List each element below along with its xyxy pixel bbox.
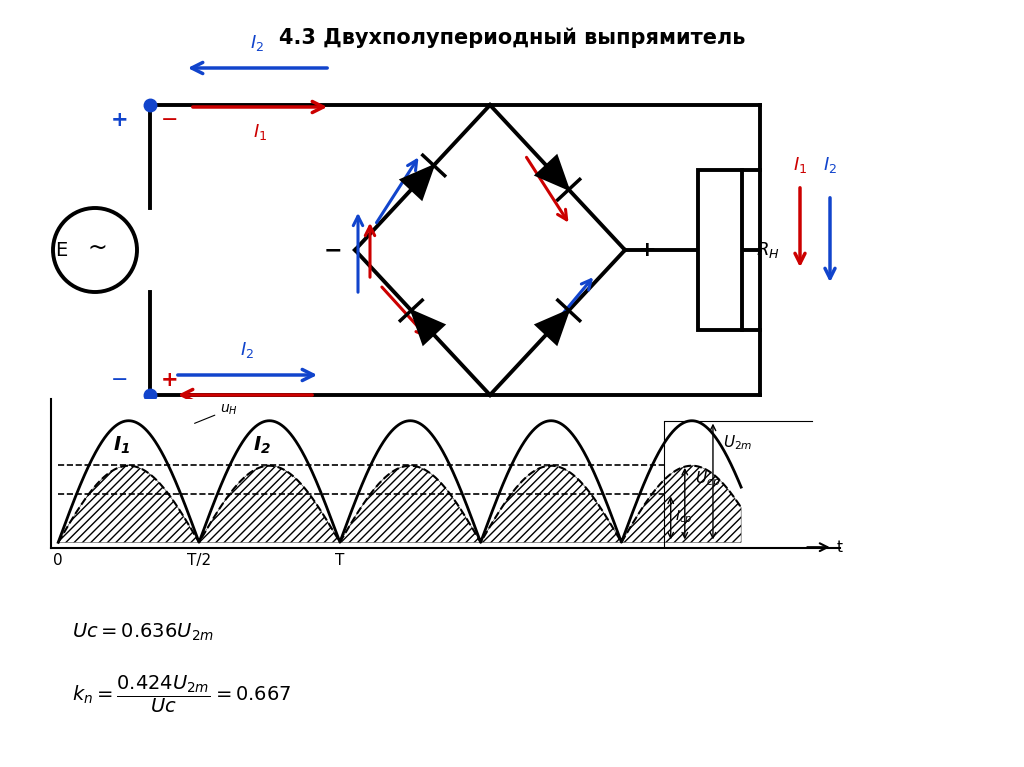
- Text: $I_1$: $I_1$: [793, 155, 807, 175]
- Text: $Uc = 0.636U_{2m}$: $Uc = 0.636U_{2m}$: [72, 622, 213, 644]
- Text: $U_{2m}$: $U_{2m}$: [723, 433, 753, 453]
- Text: $I_2$: $I_2$: [240, 340, 254, 360]
- Text: 4.3 Двухполупериодный выпрямитель: 4.3 Двухполупериодный выпрямитель: [279, 28, 745, 48]
- Polygon shape: [536, 156, 568, 189]
- Text: $I_1$: $I_1$: [238, 410, 252, 430]
- FancyBboxPatch shape: [698, 170, 742, 330]
- Text: +: +: [638, 240, 656, 260]
- Text: $R_H$: $R_H$: [756, 240, 779, 260]
- Text: $U_{cp}$: $U_{cp}$: [694, 469, 720, 489]
- Text: E: E: [54, 241, 67, 259]
- Text: +: +: [112, 110, 129, 130]
- Text: −: −: [324, 240, 342, 260]
- Polygon shape: [536, 311, 568, 344]
- Text: $u_H$: $u_H$: [195, 402, 238, 423]
- Text: ~: ~: [87, 236, 106, 260]
- Text: $\bfit{I_2}$: $\bfit{I_2}$: [253, 434, 271, 456]
- Text: −: −: [112, 370, 129, 390]
- Text: $I_2$: $I_2$: [250, 33, 264, 53]
- Text: $I_1$: $I_1$: [253, 122, 267, 142]
- Text: +: +: [161, 370, 179, 390]
- Text: t: t: [837, 540, 843, 555]
- Text: $\bfit{I_1}$: $\bfit{I_1}$: [113, 434, 130, 456]
- Text: $k_n = \dfrac{0.424U_{2m}}{Uc} = 0.667$: $k_n = \dfrac{0.424U_{2m}}{Uc} = 0.667$: [72, 673, 291, 715]
- Text: $I_2$: $I_2$: [640, 440, 654, 460]
- Text: $I_1$: $I_1$: [655, 418, 669, 438]
- Polygon shape: [412, 311, 444, 344]
- Text: $I_2$: $I_2$: [823, 155, 837, 175]
- Text: −: −: [161, 110, 179, 130]
- Polygon shape: [400, 166, 434, 199]
- Text: $I_{cp}$: $I_{cp}$: [675, 509, 692, 527]
